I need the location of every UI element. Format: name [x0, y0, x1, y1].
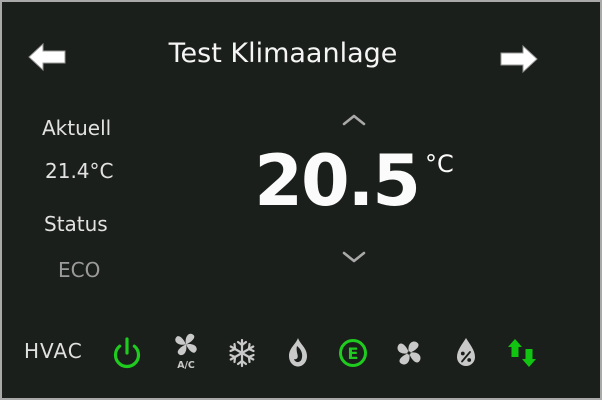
arrow-left-icon	[28, 42, 66, 76]
setpoint-increase-button[interactable]	[339, 111, 369, 128]
snowflake-icon[interactable]	[226, 333, 258, 373]
chevron-down-icon	[341, 251, 367, 267]
humidity-drop-icon[interactable]	[450, 333, 482, 373]
arrow-right-icon	[500, 44, 538, 78]
chevron-up-icon	[341, 114, 367, 129]
page-title: Test Klimaanlage	[168, 38, 398, 69]
current-temp-value: 21.4°C	[45, 159, 114, 183]
updown-arrows-icon[interactable]	[506, 333, 538, 373]
eco-e-icon[interactable]: E	[337, 333, 369, 373]
power-icon[interactable]	[111, 333, 143, 373]
ac-fan-icon[interactable]: A/C	[170, 331, 202, 371]
status-label: Status	[44, 212, 108, 236]
setpoint-value: 20.5	[254, 140, 421, 222]
flame-icon[interactable]	[282, 333, 314, 373]
eco-icon-letter: E	[348, 344, 359, 363]
ac-icon-text: A/C	[177, 360, 195, 371]
fan-icon[interactable]	[393, 333, 425, 373]
hvac-label: HVAC	[24, 339, 83, 363]
prev-page-button[interactable]	[28, 41, 66, 73]
setpoint-unit: °C	[424, 150, 454, 178]
setpoint-display: 20.5 °C	[254, 146, 453, 216]
current-temp-label: Aktuell	[42, 116, 112, 140]
status-value: ECO	[58, 258, 101, 282]
setpoint-decrease-button[interactable]	[339, 249, 369, 266]
next-page-button[interactable]	[500, 43, 538, 75]
